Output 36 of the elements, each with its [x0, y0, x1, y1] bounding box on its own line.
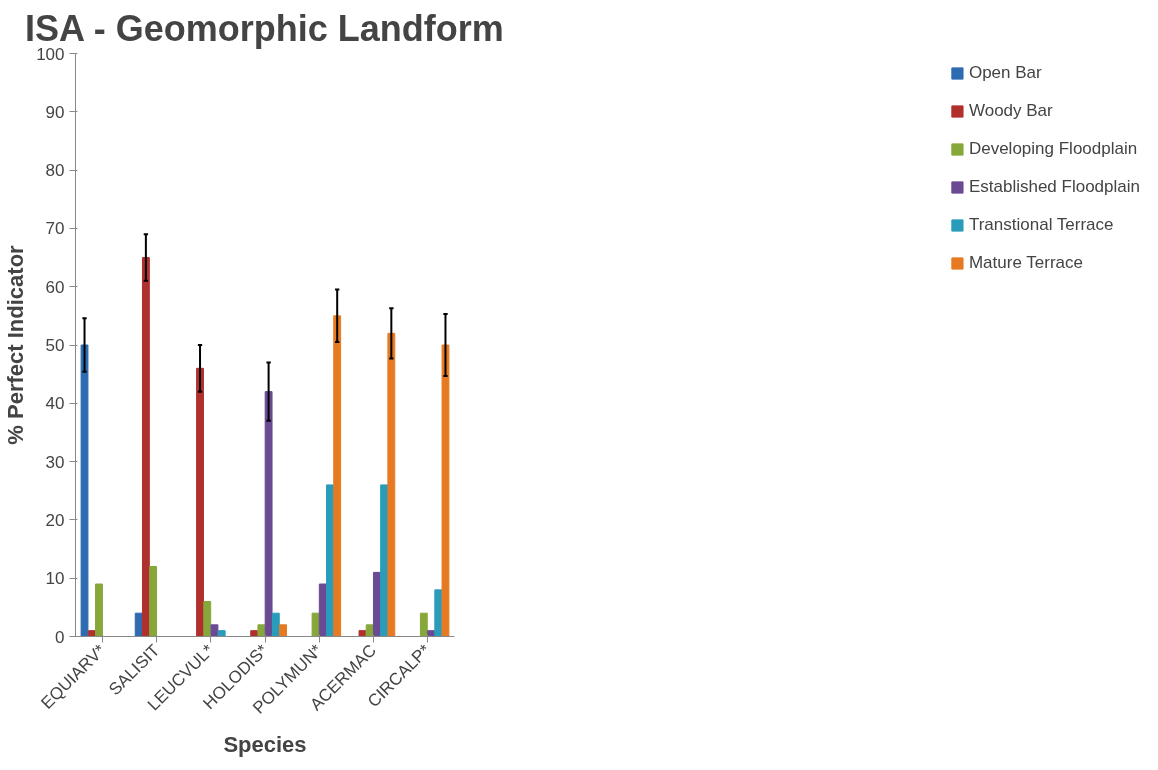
y-tick-label: 30 — [45, 452, 65, 472]
bar — [311, 612, 320, 637]
legend-label: Transtional Terrace — [968, 215, 1114, 235]
y-tick-label: 70 — [45, 219, 65, 239]
bar — [257, 624, 266, 637]
bar — [358, 630, 367, 637]
bar — [149, 566, 158, 637]
legend-label: Woody Bar — [968, 101, 1053, 121]
bar — [196, 367, 204, 637]
legend-label: Established Floodplain — [968, 177, 1140, 197]
bar — [264, 391, 273, 637]
bar — [333, 315, 342, 637]
bar — [80, 344, 89, 637]
bar — [271, 612, 280, 637]
y-tick-label: 90 — [45, 102, 65, 122]
bar — [279, 624, 287, 637]
y-tick-label: 50 — [45, 336, 65, 355]
y-tick-label: 0 — [55, 627, 65, 647]
y-tick-label: 20 — [45, 510, 65, 530]
bar — [141, 257, 150, 637]
y-tick-label: 10 — [45, 569, 65, 589]
legend-label: Open Bar — [968, 63, 1042, 83]
y-tick-label: 80 — [45, 161, 65, 181]
y-axis-title: % Perfect Indicator — [3, 244, 29, 445]
legend-label: Mature Terrace — [968, 253, 1083, 273]
bar — [203, 601, 212, 637]
y-tick-label: 40 — [45, 394, 65, 414]
bar — [95, 583, 103, 637]
bar — [441, 344, 450, 637]
bar — [419, 612, 428, 637]
x-axis-title: Species — [223, 732, 307, 758]
bar — [210, 624, 219, 637]
bar — [387, 332, 396, 637]
y-tick-label: 60 — [45, 277, 65, 297]
legend-label: Developing Floodplain — [968, 139, 1138, 159]
bar — [217, 630, 226, 637]
